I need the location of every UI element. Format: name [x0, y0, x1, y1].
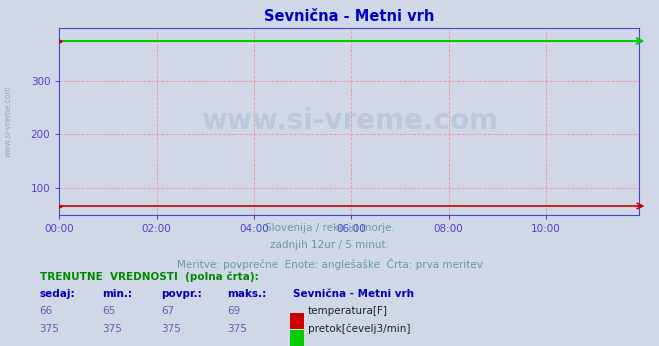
Text: Slovenija / reke in morje.: Slovenija / reke in morje. — [264, 223, 395, 233]
Text: 66: 66 — [40, 306, 53, 316]
Text: 67: 67 — [161, 306, 175, 316]
Text: 69: 69 — [227, 306, 241, 316]
Text: min.:: min.: — [102, 289, 132, 299]
Text: temperatura[F]: temperatura[F] — [308, 306, 387, 316]
Text: Meritve: povprečne  Enote: anglešaške  Črta: prva meritev: Meritve: povprečne Enote: anglešaške Črt… — [177, 258, 482, 270]
Text: TRENUTNE  VREDNOSTI  (polna črta):: TRENUTNE VREDNOSTI (polna črta): — [40, 272, 258, 282]
Text: www.si-vreme.com: www.si-vreme.com — [3, 85, 13, 157]
Text: maks.:: maks.: — [227, 289, 267, 299]
Text: Sevnična - Metni vrh: Sevnična - Metni vrh — [293, 289, 415, 299]
Text: 375: 375 — [227, 324, 247, 334]
Text: sedaj:: sedaj: — [40, 289, 75, 299]
Text: 375: 375 — [102, 324, 122, 334]
Text: www.si-vreme.com: www.si-vreme.com — [201, 107, 498, 135]
Title: Sevnična - Metni vrh: Sevnična - Metni vrh — [264, 9, 434, 24]
Text: 375: 375 — [161, 324, 181, 334]
Text: pretok[čevelj3/min]: pretok[čevelj3/min] — [308, 324, 411, 334]
Text: povpr.:: povpr.: — [161, 289, 202, 299]
Text: zadnjih 12ur / 5 minut.: zadnjih 12ur / 5 minut. — [270, 240, 389, 251]
Text: 375: 375 — [40, 324, 59, 334]
Text: 65: 65 — [102, 306, 115, 316]
